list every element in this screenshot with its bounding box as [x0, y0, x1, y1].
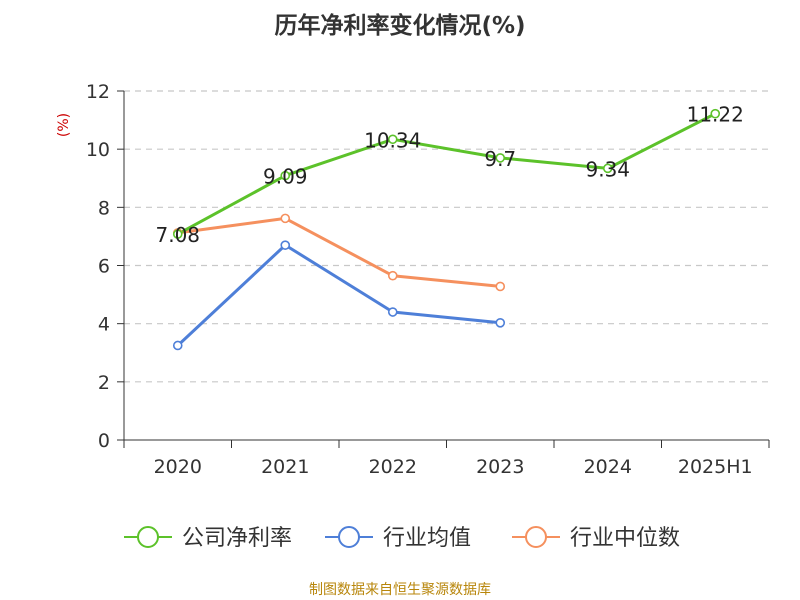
series-lines: [176, 112, 716, 347]
legend-item[interactable]: 行业中位数: [512, 526, 680, 551]
data-label: 9.09: [263, 165, 308, 189]
data-label: 7.08: [155, 223, 200, 247]
series-points: [172, 108, 721, 351]
x-tick-label: 2024: [584, 456, 632, 478]
y-tick-label: 4: [98, 314, 110, 336]
data-label: 11.22: [687, 103, 744, 127]
data-point: [387, 134, 398, 145]
legend-marker: [137, 526, 159, 548]
axes: 0 2 4 6 8 10 12 2020 2021 2022 2023 2024 2025H1: [86, 81, 770, 478]
y-tick-label: 10: [86, 139, 110, 161]
series-line-2: [177, 216, 501, 288]
legend-label: 行业中位数: [570, 526, 680, 551]
data-point: [172, 340, 183, 351]
y-tick-label: 0: [98, 430, 110, 452]
y-axis-label: (%): [56, 113, 72, 137]
data-point: [710, 108, 721, 119]
data-label: 10.34: [364, 128, 421, 152]
data-point: [172, 229, 183, 239]
legend-label: 公司净利率: [182, 526, 292, 551]
series-line-0: [177, 112, 716, 236]
data-point: [495, 153, 506, 163]
x-tick-label: 2023: [476, 456, 524, 478]
data-label: 9.7: [484, 147, 516, 171]
x-tick-label: 2025H1: [678, 456, 753, 478]
legend-marker: [525, 526, 547, 548]
data-point: [387, 270, 398, 281]
legend-item[interactable]: 行业均值: [325, 526, 471, 551]
y-tick-label: 2: [98, 372, 110, 394]
data-label: 9.34: [585, 157, 630, 181]
data-point: [602, 163, 613, 174]
data-point: [495, 281, 506, 292]
x-tick-label: 2022: [369, 456, 417, 478]
y-tick-label: 8: [98, 197, 110, 219]
source-note: 制图数据来自恒生聚源数据库: [309, 582, 491, 598]
x-tick-label: 2021: [261, 456, 309, 478]
data-point: [280, 213, 291, 224]
x-tick-label: 2020: [154, 456, 202, 478]
legend-marker: [338, 526, 360, 548]
data-point: [387, 307, 398, 317]
y-tick-label: 6: [98, 256, 110, 278]
legend-item[interactable]: 公司净利率: [124, 526, 292, 551]
data-point: [280, 170, 291, 181]
series-line-1: [176, 243, 501, 347]
y-tick-label: 12: [86, 81, 110, 103]
data-labels: 7.08 9.09 10.34 9.7 9.34 11.22: [155, 103, 743, 247]
data-point: [280, 240, 291, 250]
data-point: [495, 317, 506, 328]
chart-title: 历年净利率变化情况(%): [274, 12, 525, 39]
legend[interactable]: 公司净利率 行业均值 行业中位数: [124, 526, 680, 551]
legend-label: 行业均值: [383, 526, 471, 551]
